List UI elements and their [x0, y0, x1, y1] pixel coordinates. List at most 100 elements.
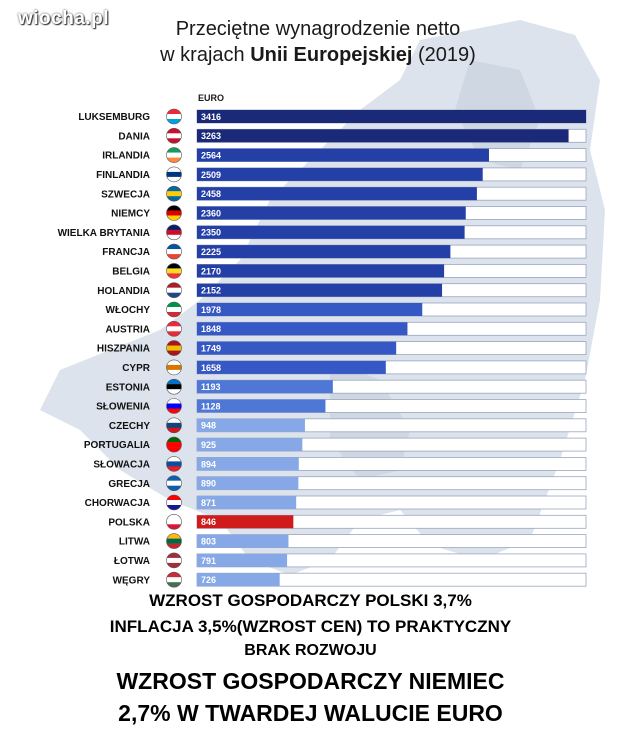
flag-icon — [166, 263, 182, 279]
bar — [197, 283, 443, 297]
caption-no-development: BRAK ROZWOJU — [244, 642, 377, 659]
bar-value-label: 726 — [201, 575, 216, 585]
bar — [197, 187, 477, 201]
flag-icon — [166, 494, 182, 511]
bar — [197, 148, 489, 162]
bar — [197, 399, 326, 413]
bar — [197, 245, 451, 259]
unit-label: EURO — [198, 93, 225, 103]
category-label: CZECHY — [109, 421, 150, 432]
bar-value-label: 2350 — [201, 228, 221, 238]
bar-value-label: 2458 — [201, 189, 221, 199]
flag-icon — [166, 282, 182, 299]
category-label: NIEMCY — [111, 209, 150, 220]
flag-icon — [166, 359, 182, 376]
bar-value-label: 803 — [201, 537, 216, 547]
flag-icon — [166, 185, 182, 202]
bar-value-label: 1128 — [201, 401, 221, 411]
bar-value-label: 2564 — [201, 151, 221, 161]
bar — [197, 438, 303, 452]
flag-icon — [166, 436, 182, 453]
category-label: FINLANDIA — [96, 170, 150, 181]
bar-value-label: 2170 — [201, 266, 221, 276]
category-label: BELGIA — [112, 267, 150, 278]
bar — [197, 110, 586, 123]
flag-icon — [166, 456, 182, 472]
category-label: WIELKA BRYTANIA — [58, 228, 150, 239]
bar-value-label: 3263 — [201, 131, 221, 141]
bar-value-label: 890 — [201, 479, 216, 489]
bar-value-label: 2509 — [201, 170, 221, 180]
category-label: HOLANDIA — [97, 286, 150, 297]
bar-value-label: 925 — [201, 440, 216, 450]
bar-value-label: 3416 — [201, 112, 221, 122]
category-label: SZWECJA — [101, 189, 150, 200]
flag-icon — [166, 301, 182, 318]
bar — [197, 573, 280, 587]
category-label: LITWA — [119, 537, 150, 548]
caption-poland-growth: WZROST GOSPODARCZY POLSKI 3,7% — [149, 591, 472, 610]
bar-value-label: 2360 — [201, 208, 221, 218]
bar — [197, 264, 445, 278]
caption-euro-currency: 2,7% W TWARDEJ WALUCIE EURO — [118, 700, 503, 726]
category-label: AUSTRIA — [106, 324, 150, 335]
category-label: CHORWACJA — [85, 498, 150, 509]
flag-icon — [166, 205, 182, 221]
category-label: WŁOCHY — [106, 305, 151, 316]
bar — [197, 457, 299, 471]
flag-icon — [166, 398, 182, 414]
chart-subtitle: w krajach Unii Europejskiej (2019) — [128, 44, 508, 67]
bar-value-label: 871 — [201, 498, 216, 508]
flag-icon — [166, 417, 182, 434]
category-label: HISZPANIA — [97, 344, 150, 355]
flag-icon — [166, 378, 182, 395]
bar-value-label: 1978 — [201, 305, 221, 315]
bar — [197, 322, 408, 336]
flag-icon — [166, 108, 182, 125]
category-label: CYPR — [122, 363, 151, 374]
bar — [197, 418, 305, 432]
category-label: SŁOWENIA — [96, 402, 150, 413]
bar-value-label: 846 — [201, 517, 216, 527]
bar-value-label: 791 — [201, 556, 216, 566]
bar — [197, 167, 483, 181]
category-label: ESTONIA — [106, 382, 150, 393]
subtitle-bold: Unii Europejskiej — [250, 44, 413, 66]
bar — [197, 496, 297, 509]
category-label: FRANCJA — [102, 247, 150, 258]
flag-icon — [166, 513, 182, 530]
bar-value-label: 1749 — [201, 344, 221, 354]
bar — [197, 225, 465, 239]
category-label: GRECJA — [108, 479, 150, 490]
flag-icon — [166, 147, 182, 163]
chart-title: Przeciętne wynagrodzenie netto — [175, 18, 461, 40]
category-label: SŁOWACJA — [93, 460, 150, 471]
flag-icon — [166, 224, 182, 241]
category-label: PORTUGALIA — [84, 440, 150, 451]
flag-icon — [166, 166, 182, 183]
bar-value-label: 2152 — [201, 286, 221, 296]
bar — [197, 341, 397, 355]
bar — [197, 129, 569, 143]
bar — [197, 553, 288, 567]
bar-value-label: 2225 — [201, 247, 221, 257]
bar-value-label: 1193 — [201, 382, 221, 392]
bar — [197, 206, 466, 220]
flag-icon — [166, 552, 182, 569]
category-label: WĘGRY — [113, 575, 151, 586]
caption-germany-growth: WZROST GOSPODARCZY NIEMIEC — [116, 668, 505, 694]
category-label: DANIA — [118, 131, 150, 142]
bar-value-label: 894 — [201, 459, 216, 469]
category-label: POLSKA — [108, 517, 150, 528]
subtitle-suffix: (2019) — [412, 44, 476, 66]
subtitle-prefix: w krajach — [160, 44, 251, 66]
bar-value-label: 1658 — [201, 363, 221, 373]
bar-value-label: 1848 — [201, 324, 221, 334]
category-label: ŁOTWA — [114, 556, 150, 567]
bar — [197, 303, 423, 316]
category-label: LUKSEMBURG — [78, 112, 150, 123]
bar — [197, 515, 294, 529]
flag-icon — [166, 243, 182, 260]
category-label: IRLANDIA — [102, 151, 150, 162]
